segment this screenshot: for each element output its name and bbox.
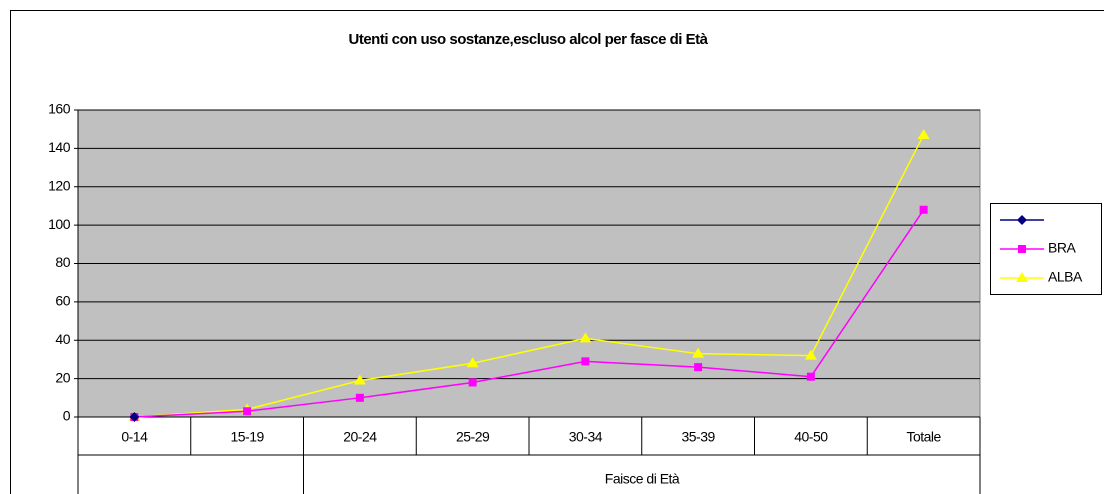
marker xyxy=(243,407,252,416)
marker xyxy=(919,205,928,214)
marker xyxy=(694,363,703,372)
marker xyxy=(466,357,479,368)
x-tick-label: 35-39 xyxy=(681,429,715,445)
y-tick-label: 100 xyxy=(48,216,71,232)
y-tick-label: 60 xyxy=(55,293,70,309)
series-line xyxy=(134,209,925,418)
y-tick-label: 160 xyxy=(48,101,71,117)
y-tick-label: 80 xyxy=(55,254,70,270)
legend-label: ALBA xyxy=(1048,269,1083,285)
y-tick-label: 40 xyxy=(55,331,70,347)
y-tick-label: 140 xyxy=(48,139,71,155)
marker xyxy=(579,332,592,343)
legend-label: BRA xyxy=(1048,240,1076,256)
marker xyxy=(1017,215,1027,225)
marker xyxy=(917,128,930,139)
x-tick-label: 20-24 xyxy=(343,429,377,445)
marker xyxy=(468,378,477,387)
marker xyxy=(129,412,140,422)
marker xyxy=(1016,272,1028,282)
x-tick-label: 30-34 xyxy=(569,429,603,445)
marker xyxy=(581,357,590,366)
marker xyxy=(692,347,705,358)
marker xyxy=(355,393,364,402)
x-tick-label: 25-29 xyxy=(456,429,490,445)
y-tick-label: 20 xyxy=(55,369,70,385)
x-tick-label: 0-14 xyxy=(121,429,148,445)
x-tick-label: 40-50 xyxy=(794,429,828,445)
marker xyxy=(806,372,815,381)
marker xyxy=(1018,245,1026,253)
x-tick-label: 15-19 xyxy=(230,429,264,445)
marker xyxy=(804,349,817,360)
y-tick-label: 0 xyxy=(63,408,71,424)
chart-title: Utenti con uso sostanze,escluso alcol pe… xyxy=(349,31,709,48)
y-tick-label: 120 xyxy=(48,177,71,193)
series-line xyxy=(134,134,925,418)
x-axis-label: Faisce di Età xyxy=(605,471,680,487)
marker xyxy=(353,374,366,385)
x-tick-label: Totale xyxy=(906,429,941,445)
